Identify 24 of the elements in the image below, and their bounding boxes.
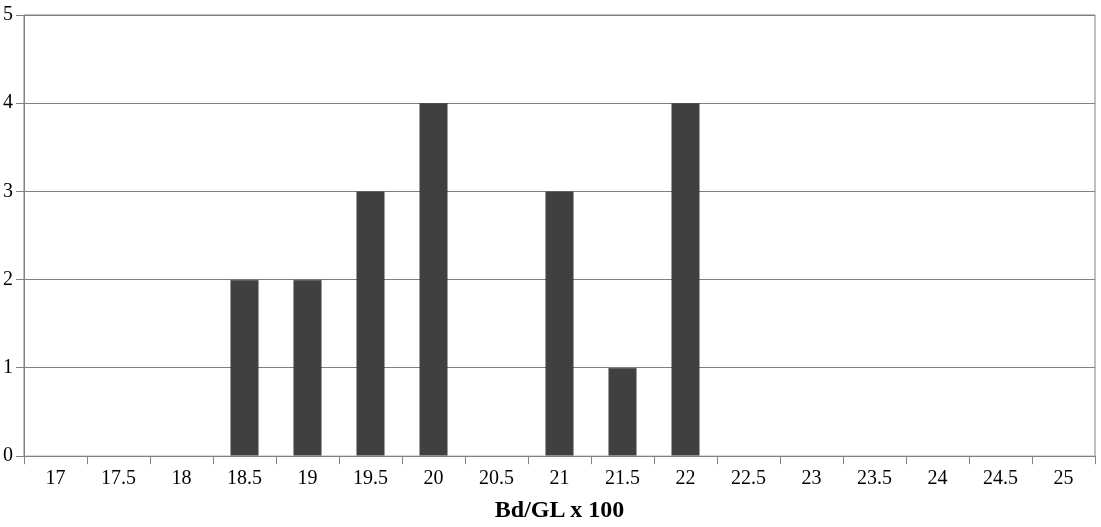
x-tick-label: 20.5 (479, 466, 514, 489)
x-tick-label: 24.5 (983, 466, 1018, 489)
x-tick-label: 19 (297, 466, 318, 489)
x-tick-label: 20 (423, 466, 444, 489)
y-tick-label: 3 (3, 178, 13, 201)
y-tick-label: 0 (3, 443, 13, 466)
x-tick-label: 24 (927, 466, 948, 489)
y-tick-label: 2 (3, 266, 13, 289)
x-tick-label: 22.5 (731, 466, 766, 489)
x-tick-label: 25 (1053, 466, 1074, 489)
x-tick-label: 19.5 (353, 466, 388, 489)
x-tick-label: 22 (675, 466, 696, 489)
x-axis-title: Bd/GL x 100 (494, 495, 625, 522)
y-tick-label: 4 (3, 90, 13, 113)
x-tick-label: 21.5 (605, 466, 640, 489)
x-tick-label: 18.5 (227, 466, 262, 489)
y-tick-label: 5 (3, 2, 13, 25)
y-tick-label: 1 (3, 355, 13, 378)
x-tick-label: 17 (45, 466, 66, 489)
x-tick-label: 17.5 (101, 466, 136, 489)
x-tick-label: 18 (171, 466, 192, 489)
x-tick-label: 21 (549, 466, 570, 489)
x-tick-label: 23.5 (857, 466, 892, 489)
x-tick-label: 23 (801, 466, 822, 489)
